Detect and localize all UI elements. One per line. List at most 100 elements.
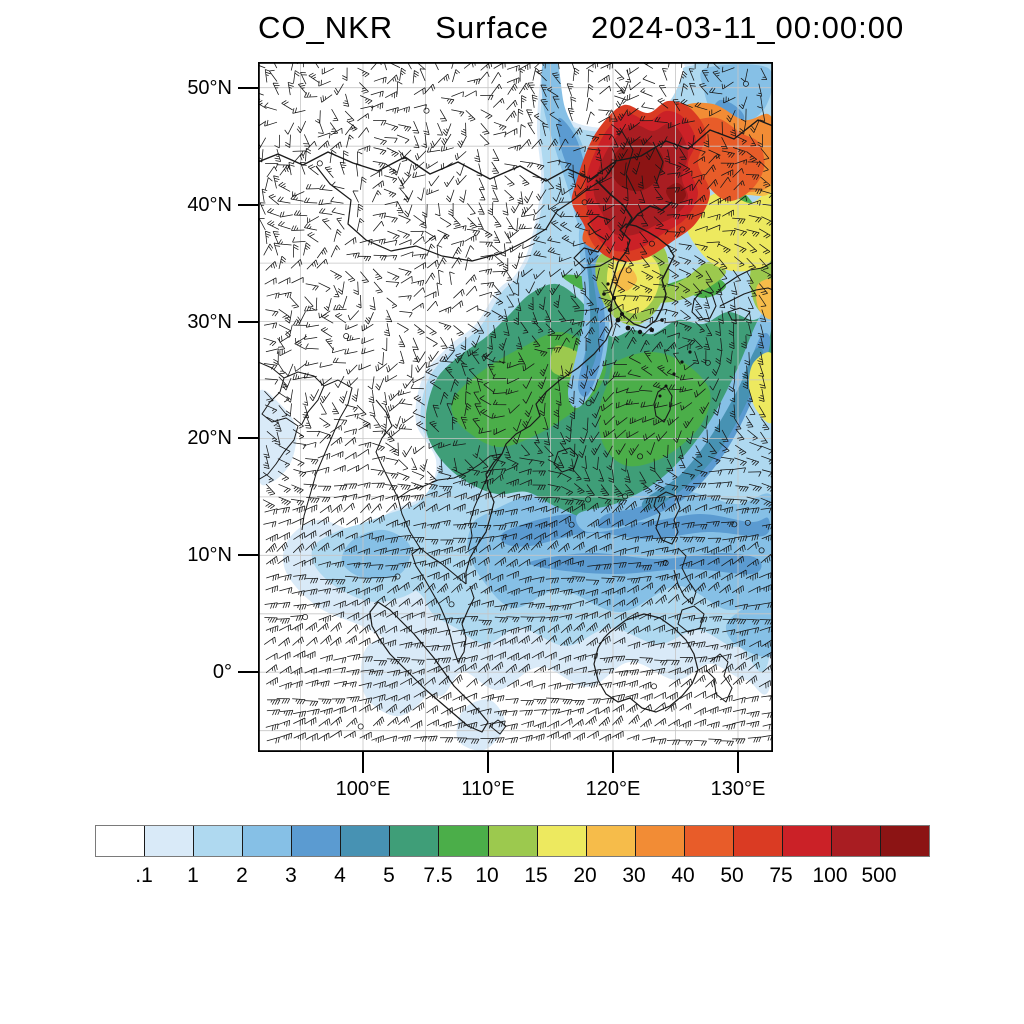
coastline-path xyxy=(619,127,637,195)
colorbar-cell xyxy=(439,826,489,856)
colorbar-cell xyxy=(341,826,391,856)
contour-fill-region xyxy=(500,513,771,547)
colorbar-cell xyxy=(292,826,342,856)
lat-tick xyxy=(238,671,258,674)
map-border xyxy=(258,62,773,752)
colorbar-tick-label: .1 xyxy=(135,864,153,887)
colorbar-tick-label: 15 xyxy=(524,864,548,887)
lat-tick xyxy=(238,554,258,557)
lon-tick xyxy=(362,752,364,773)
colorbar-tick-label: 100 xyxy=(812,864,848,887)
colorbar-tick-label: 3 xyxy=(285,864,297,887)
colorbar-cell xyxy=(194,826,244,856)
coastline-path xyxy=(691,289,717,321)
coastline-path xyxy=(677,605,705,633)
colorbar-tick-label: 75 xyxy=(769,864,793,887)
island-speckle xyxy=(612,296,616,300)
contour-fill-region xyxy=(685,190,773,272)
island-speckle xyxy=(658,394,662,398)
lat-tick xyxy=(238,86,258,89)
contour-fill-region xyxy=(665,182,687,206)
island-speckle xyxy=(625,325,631,331)
coastline-path xyxy=(625,201,673,229)
lat-label: 20°N xyxy=(187,427,232,450)
island-speckle xyxy=(680,360,684,364)
lat-tick xyxy=(238,437,258,440)
coastline-path xyxy=(465,215,627,584)
colorbar-cell xyxy=(243,826,293,856)
island-speckle xyxy=(607,307,613,313)
colorbar-cell xyxy=(488,826,538,856)
island-speckle xyxy=(606,282,610,286)
coastline-path xyxy=(653,385,673,423)
coastline-path xyxy=(673,547,697,605)
coastline-path xyxy=(375,399,421,549)
island-speckle xyxy=(637,329,643,335)
colorbar-cell xyxy=(145,826,195,856)
colorbar-tick-label: 1 xyxy=(187,864,199,887)
colorbar-tick-label: 20 xyxy=(573,864,597,887)
contour-fill-region xyxy=(613,266,638,292)
colorbar-cell xyxy=(684,826,734,856)
colorbar-cell xyxy=(733,826,783,856)
island-speckle xyxy=(602,292,606,296)
coastlines xyxy=(258,119,773,735)
coastline-path xyxy=(705,653,733,703)
colorbar-tick-label: 10 xyxy=(475,864,499,887)
contour-fill-region xyxy=(258,389,297,486)
colorbar-cell xyxy=(96,826,146,856)
coastline-path xyxy=(593,613,699,713)
lat-label: 10°N xyxy=(187,544,232,567)
coastline-path xyxy=(369,601,489,733)
colorbar-cell xyxy=(635,826,685,856)
colorbar-cell xyxy=(831,826,881,856)
island-speckle xyxy=(664,384,668,388)
contour-fill-region xyxy=(529,552,762,575)
coastline-path xyxy=(411,547,475,663)
colorbar-cell xyxy=(537,826,587,856)
coastline-path xyxy=(595,179,633,229)
coastline-path xyxy=(301,379,353,531)
lon-label: 120°E xyxy=(585,778,641,800)
colorbar-tick-label: 7.5 xyxy=(423,864,453,887)
map-plot xyxy=(258,62,773,752)
coastline-path xyxy=(467,453,503,551)
contour-fill-region xyxy=(748,352,773,424)
colorbar-tick-label: 30 xyxy=(622,864,646,887)
colorbar-cell xyxy=(881,826,930,856)
coastline-path xyxy=(258,119,773,182)
lon-tick xyxy=(487,752,489,773)
contour-fill-region xyxy=(456,699,506,751)
contour-fill-region xyxy=(641,347,764,511)
lat-label: 30°N xyxy=(187,310,232,333)
colorbar-cell xyxy=(390,826,440,856)
lat-label: 50°N xyxy=(187,76,232,99)
lon-label: 130°E xyxy=(710,778,766,800)
colorbar-cell xyxy=(586,826,636,856)
colorbar-tick-label: 5 xyxy=(383,864,395,887)
colorbar-tick-label: 4 xyxy=(334,864,346,887)
lon-tick xyxy=(612,752,614,773)
lon-tick xyxy=(737,752,739,773)
coastline-path xyxy=(397,453,503,499)
lon-label: 110°E xyxy=(461,778,515,800)
contour-fill-region xyxy=(597,332,771,529)
calm-wind-circles xyxy=(302,80,765,730)
colorbar-tick-label: 2 xyxy=(236,864,248,887)
wind-barbs xyxy=(258,62,773,747)
lat-label: 0° xyxy=(212,661,232,684)
coastline-path xyxy=(553,447,579,473)
colorbar-cell xyxy=(782,826,832,856)
title-variable: CO_NKR xyxy=(258,10,394,45)
title-datetime: 2024-03-11_00:00:00 xyxy=(591,10,905,45)
colorbar-tick-label: 40 xyxy=(671,864,695,887)
lat-label: 40°N xyxy=(187,193,232,216)
island-speckle xyxy=(688,350,692,354)
lat-tick xyxy=(238,203,258,206)
plot-title: CO_NKR Surface 2024-03-11_00:00:00 xyxy=(258,10,904,46)
coastline-path xyxy=(727,307,751,321)
contour-fill-region xyxy=(609,138,664,192)
concentration-field xyxy=(258,62,773,751)
coastline-path xyxy=(719,287,773,307)
title-level: Surface xyxy=(435,10,550,45)
